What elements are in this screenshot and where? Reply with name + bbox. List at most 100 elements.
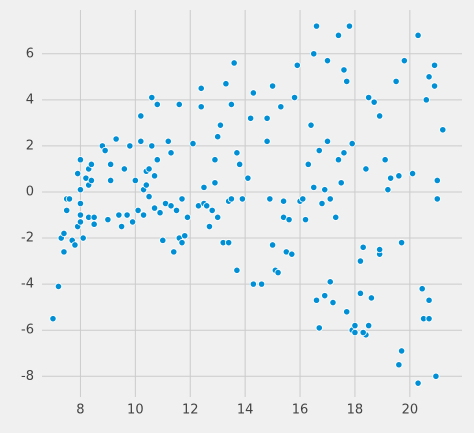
point — [181, 232, 189, 240]
point — [76, 199, 85, 208]
point — [359, 328, 367, 337]
point — [258, 280, 266, 288]
point — [376, 245, 384, 254]
point — [433, 195, 441, 203]
point — [277, 103, 285, 111]
point — [159, 236, 167, 244]
point — [197, 84, 205, 92]
point — [175, 100, 183, 109]
point — [334, 156, 343, 164]
point — [433, 176, 441, 185]
point — [178, 195, 186, 203]
point — [118, 222, 126, 231]
point — [208, 206, 216, 215]
point — [334, 31, 343, 39]
point — [225, 239, 233, 247]
point — [312, 22, 321, 30]
point — [148, 142, 156, 150]
point — [238, 195, 246, 203]
x-tick-label: 8 — [76, 403, 84, 418]
point — [274, 269, 282, 277]
point — [236, 160, 244, 168]
point — [216, 121, 225, 129]
point — [65, 195, 74, 203]
point — [107, 160, 115, 168]
point — [214, 213, 222, 221]
point — [365, 321, 373, 330]
point — [422, 96, 430, 104]
point — [418, 285, 426, 293]
point — [321, 186, 329, 194]
point — [348, 140, 356, 148]
point — [230, 59, 238, 67]
y-tick-label: 2 — [26, 138, 34, 153]
point — [115, 211, 123, 219]
y-tick-label: 6 — [26, 46, 34, 61]
point — [279, 197, 288, 205]
point — [49, 315, 57, 323]
point — [167, 149, 175, 157]
point — [430, 61, 439, 69]
point — [249, 89, 257, 97]
point — [408, 169, 417, 178]
y-tick-label: -4 — [21, 277, 34, 292]
x-tick-label: 16 — [292, 403, 309, 418]
point — [263, 114, 271, 122]
point — [362, 165, 370, 173]
point — [211, 179, 219, 187]
point — [288, 250, 296, 258]
point — [387, 174, 395, 182]
point — [150, 204, 159, 212]
point — [214, 133, 222, 141]
point — [183, 213, 192, 221]
point — [356, 257, 365, 265]
point — [120, 165, 128, 173]
point — [398, 239, 406, 247]
point — [233, 266, 241, 274]
point — [233, 149, 241, 157]
point — [310, 183, 318, 191]
point — [227, 195, 236, 203]
point — [200, 183, 208, 191]
point — [384, 186, 392, 194]
x-tick-label: 12 — [182, 403, 199, 418]
point — [326, 195, 334, 203]
point — [312, 296, 321, 304]
y-tick-label: -8 — [21, 369, 34, 384]
point — [425, 315, 433, 323]
point — [345, 22, 354, 30]
point — [285, 216, 293, 224]
point — [71, 241, 79, 249]
point — [244, 174, 252, 182]
point — [340, 149, 348, 157]
point — [263, 137, 271, 145]
point — [123, 211, 131, 219]
point — [337, 179, 345, 187]
y-tick-label: 0 — [26, 184, 34, 199]
point — [107, 176, 115, 185]
point — [321, 292, 329, 300]
point — [249, 280, 257, 288]
point — [197, 103, 205, 111]
point — [290, 93, 299, 102]
point — [323, 137, 332, 145]
point — [60, 229, 68, 238]
x-tick-label: 18 — [347, 403, 364, 418]
point — [131, 176, 139, 185]
point — [356, 289, 365, 297]
point — [318, 199, 326, 208]
point — [90, 213, 98, 221]
x-tick-label: 14 — [237, 403, 254, 418]
point — [128, 218, 137, 226]
point — [299, 195, 307, 203]
point — [340, 66, 348, 74]
point — [90, 220, 98, 228]
point — [400, 57, 408, 65]
point — [266, 195, 274, 203]
point — [145, 165, 153, 173]
point — [87, 160, 96, 168]
point — [76, 156, 85, 164]
point — [307, 121, 315, 129]
point — [54, 282, 63, 291]
